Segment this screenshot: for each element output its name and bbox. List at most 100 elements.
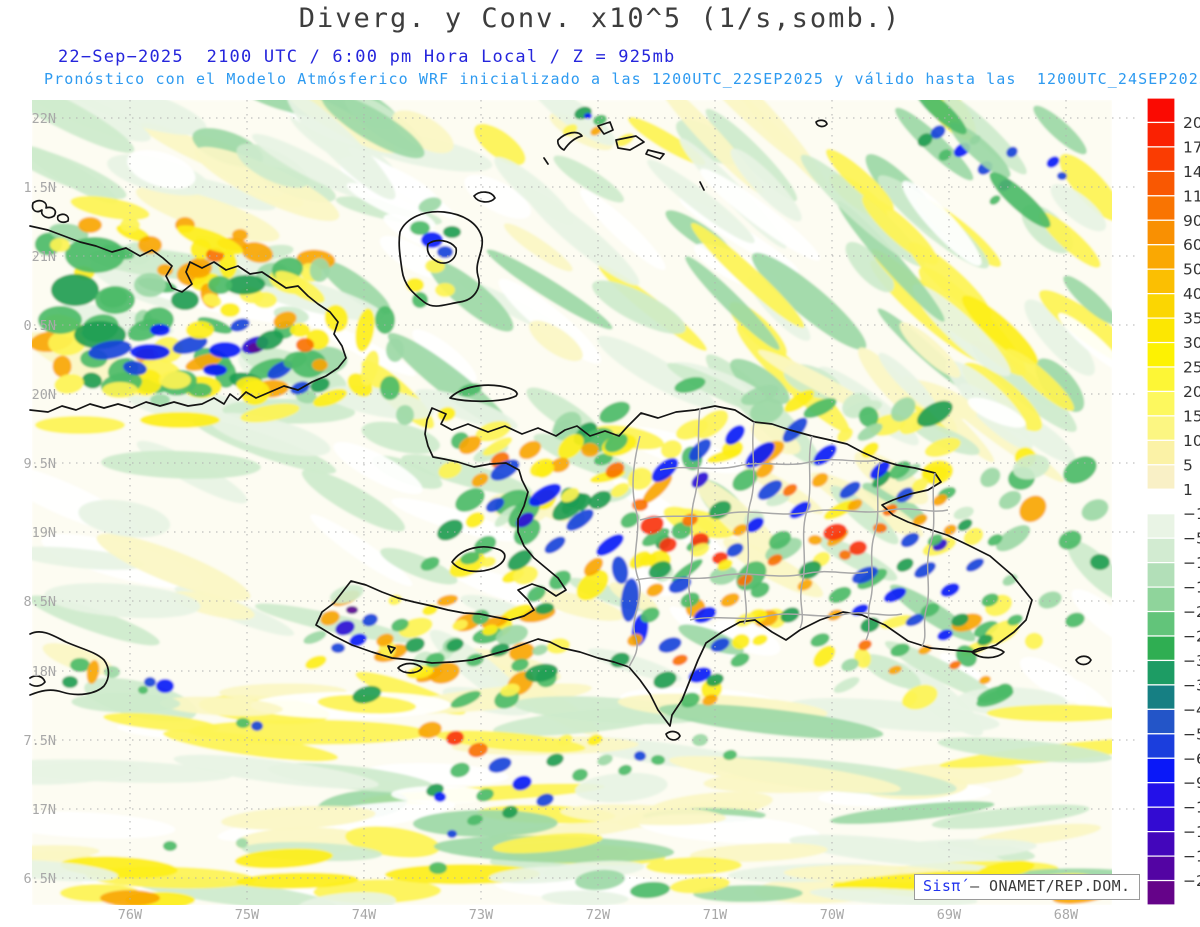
- field-blob: [134, 273, 166, 297]
- field-blob: [671, 559, 703, 583]
- field-blob: [473, 535, 497, 555]
- field-blob: [572, 768, 588, 782]
- field-blob: [732, 524, 748, 536]
- field-blob: [706, 673, 724, 687]
- colorbar-label: −30: [1183, 652, 1200, 670]
- divergence-field: [32, 100, 1112, 905]
- colorbar-label: 40: [1183, 285, 1200, 303]
- field-blob: [1006, 146, 1018, 158]
- field-blob: [581, 443, 599, 457]
- field-blob: [646, 583, 664, 597]
- field-blob: [209, 412, 331, 457]
- field-blob: [756, 462, 774, 478]
- colorbar-segment: [1146, 513, 1176, 539]
- field-blob: [913, 100, 967, 135]
- colorbar-segment: [1146, 782, 1176, 808]
- field-blob: [592, 280, 686, 334]
- field-blob: [911, 477, 929, 493]
- field-blob: [335, 620, 355, 636]
- field-blob: [144, 677, 156, 687]
- field-blob: [452, 619, 468, 631]
- field-blob: [691, 472, 709, 488]
- field-blob: [1007, 614, 1023, 626]
- field-blob: [171, 290, 199, 310]
- field-blob: [120, 218, 140, 232]
- field-blob: [725, 425, 745, 445]
- field-blob: [1058, 313, 1112, 372]
- field-blob: [32, 595, 160, 646]
- field-blob: [723, 749, 737, 761]
- field-blob: [532, 644, 548, 656]
- lon-label: 74W: [352, 907, 377, 923]
- field-blob: [516, 512, 534, 528]
- field-blob: [782, 483, 798, 497]
- colorbar-label: 5: [1183, 456, 1193, 474]
- field-blob: [412, 329, 477, 383]
- field-blob: [557, 734, 573, 746]
- field-blob: [938, 149, 952, 161]
- field-blob: [937, 737, 1112, 763]
- lat-label: 21N: [32, 249, 56, 265]
- field-blob: [957, 519, 973, 531]
- field-blob: [784, 389, 815, 413]
- field-blob: [355, 308, 375, 352]
- field-blob: [741, 384, 779, 406]
- field-blob: [418, 721, 442, 739]
- colorbar-segment: [1146, 317, 1176, 344]
- field-blob: [480, 556, 496, 568]
- field-blob: [317, 694, 417, 714]
- coastline-gonave: [451, 546, 506, 573]
- coastline-navassa: [387, 645, 396, 654]
- field-blob: [492, 833, 603, 854]
- field-blob: [446, 730, 464, 746]
- field-blob: [752, 634, 768, 646]
- colorbar-segment: [1146, 708, 1176, 735]
- field-blob: [550, 457, 570, 473]
- field-blob: [312, 388, 348, 408]
- province-border: [743, 421, 755, 625]
- field-blob: [695, 478, 782, 559]
- coastlines: [29, 119, 1092, 741]
- colorbar-label: 170: [1183, 138, 1200, 156]
- field-blob: [690, 222, 805, 328]
- field-blob: [940, 583, 960, 597]
- field-blob: [312, 359, 328, 371]
- field-blob: [767, 554, 783, 566]
- field-blob: [973, 620, 999, 638]
- field-blob: [194, 146, 340, 222]
- field-blob: [172, 335, 208, 355]
- field-blob: [1039, 212, 1101, 268]
- field-blob: [82, 372, 103, 389]
- colorbar-label: 50: [1183, 261, 1200, 279]
- field-blob: [593, 453, 613, 466]
- field-blob: [405, 637, 425, 653]
- field-blob: [658, 637, 682, 653]
- field-blob: [557, 433, 584, 460]
- colorbar-label: −140: [1183, 823, 1200, 841]
- subtitle-datetime: 22−Sep−2025 2100 UTC / 6:00 pm Hora Loca…: [58, 47, 676, 67]
- field-blob: [1058, 530, 1082, 550]
- field-blob: [412, 809, 558, 837]
- field-blob: [575, 869, 625, 891]
- field-blob: [375, 306, 395, 334]
- field-blob: [434, 792, 446, 802]
- field-blob: [1035, 358, 1085, 413]
- coastline-cuba-cays: [31, 199, 70, 224]
- field-blob: [845, 241, 895, 293]
- field-blob: [396, 405, 414, 425]
- field-blob: [889, 461, 911, 479]
- colorbar-segment: [1146, 733, 1176, 759]
- field-blob: [458, 435, 482, 455]
- field-blob: [708, 500, 732, 520]
- field-blob: [730, 148, 802, 222]
- field-blob: [689, 843, 828, 862]
- field-blob: [32, 759, 233, 783]
- field-blob: [590, 126, 602, 136]
- field-blob: [648, 561, 672, 579]
- field-blob: [858, 639, 872, 651]
- colorbar-label: −40: [1183, 701, 1200, 719]
- field-blob: [500, 683, 520, 697]
- field-blob: [890, 643, 910, 657]
- colorbar-segment: [1146, 97, 1176, 124]
- field-blob: [188, 383, 212, 397]
